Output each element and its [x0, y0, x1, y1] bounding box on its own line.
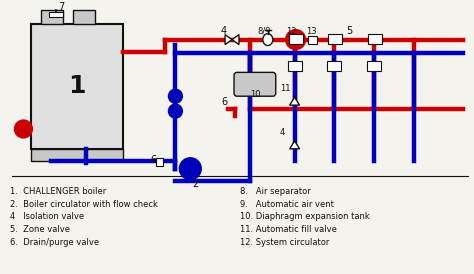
Text: 7: 7 [58, 2, 64, 12]
Text: 1.  CHALLENGER boiler: 1. CHALLENGER boiler [9, 187, 106, 196]
Text: 11. Automatic fill valve: 11. Automatic fill valve [240, 225, 337, 234]
Circle shape [168, 89, 182, 103]
Polygon shape [290, 141, 300, 149]
Text: 12. System circulator: 12. System circulator [240, 238, 329, 247]
Bar [367, 61, 381, 71]
Circle shape [286, 30, 306, 50]
Circle shape [179, 158, 201, 180]
Circle shape [168, 104, 182, 118]
Polygon shape [232, 35, 239, 45]
Polygon shape [290, 97, 300, 105]
Text: 6.  Drain/purge valve: 6. Drain/purge valve [9, 238, 99, 247]
Text: 6: 6 [151, 155, 157, 165]
Polygon shape [225, 35, 232, 45]
Text: 2: 2 [192, 179, 199, 189]
Text: 4: 4 [220, 26, 226, 36]
Text: 1: 1 [68, 74, 86, 98]
Bar [41, 10, 63, 24]
Bar [308, 36, 318, 44]
Bar [289, 34, 302, 44]
Text: 12: 12 [286, 27, 296, 36]
Text: 4   Isolation valve: 4 Isolation valve [9, 212, 84, 221]
Ellipse shape [263, 34, 273, 45]
Bar [155, 158, 164, 166]
Text: 13: 13 [307, 27, 317, 36]
Text: 8/9: 8/9 [258, 27, 271, 36]
Bar [31, 24, 123, 149]
Bar [328, 34, 342, 44]
Text: 2.  Boiler circulator with flow check: 2. Boiler circulator with flow check [9, 199, 157, 209]
Bar [328, 61, 341, 71]
Text: 10: 10 [250, 90, 260, 99]
Text: 5: 5 [346, 26, 352, 36]
Text: 5.  Zone valve: 5. Zone valve [9, 225, 70, 234]
Bar [31, 149, 123, 161]
Circle shape [15, 120, 32, 138]
FancyBboxPatch shape [234, 72, 276, 96]
Bar [288, 61, 301, 71]
Text: 9.   Automatic air vent: 9. Automatic air vent [240, 199, 334, 209]
Text: 4: 4 [280, 128, 285, 137]
Text: 6: 6 [221, 97, 227, 107]
Bar [49, 12, 63, 17]
Bar [368, 34, 382, 44]
Bar [73, 10, 95, 24]
Text: 10. Diaphragm expansion tank: 10. Diaphragm expansion tank [240, 212, 370, 221]
Text: 11: 11 [280, 84, 290, 93]
Text: 8.   Air separator: 8. Air separator [240, 187, 311, 196]
